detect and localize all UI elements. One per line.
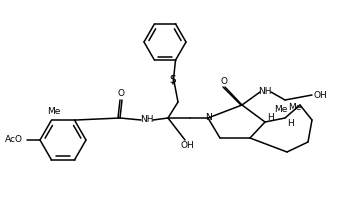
Text: Me: Me	[274, 104, 288, 113]
Text: AcO: AcO	[5, 135, 23, 144]
Text: N: N	[205, 113, 211, 122]
Text: NH: NH	[140, 116, 154, 125]
Text: O: O	[220, 78, 228, 87]
Text: Me: Me	[47, 107, 60, 116]
Text: OH: OH	[313, 90, 327, 99]
Text: Me: Me	[288, 103, 302, 112]
Text: O: O	[118, 89, 125, 98]
Text: S: S	[170, 75, 176, 85]
Text: H: H	[287, 119, 293, 127]
Text: H: H	[268, 113, 274, 122]
Text: NH: NH	[258, 88, 272, 97]
Text: OH: OH	[180, 141, 194, 150]
